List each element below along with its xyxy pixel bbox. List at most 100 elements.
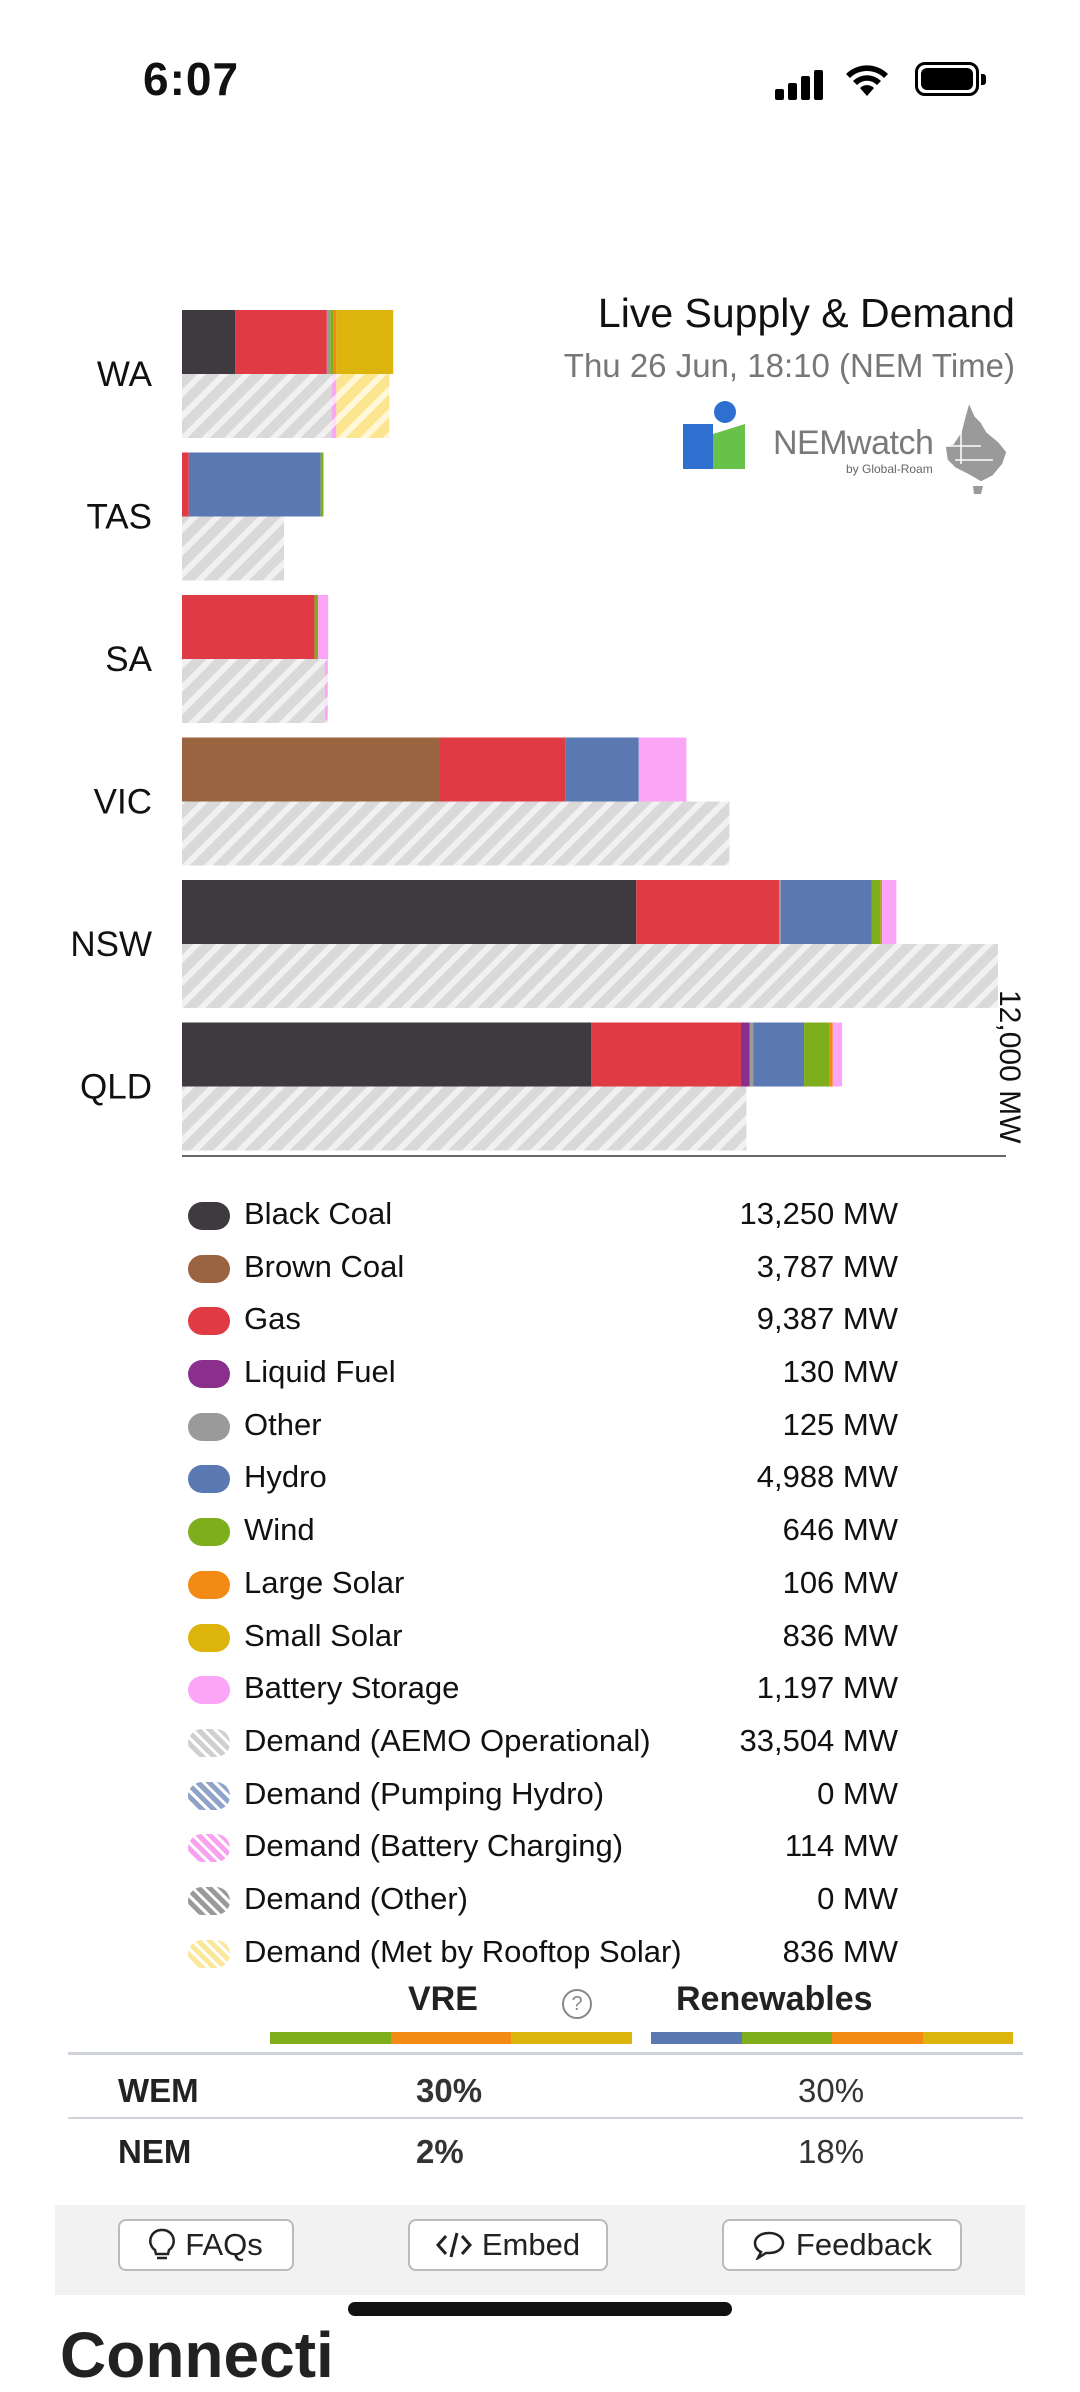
legend-item: Wind 646 MW: [188, 1506, 898, 1559]
help-icon[interactable]: ?: [562, 1989, 592, 2019]
cellular-signal-icon: [775, 70, 823, 100]
legend-value: 4,988 MW: [756, 1459, 898, 1495]
chart-header: Live Supply & Demand Thu 26 Jun, 18:10 (…: [564, 290, 1015, 385]
color-segment: [511, 2032, 633, 2044]
legend-item: Demand (AEMO Operational) 33,504 MW: [188, 1717, 898, 1770]
legend-value: 33,504 MW: [739, 1722, 898, 1758]
legend-label: Other: [244, 1406, 322, 1442]
legend-swatch: [188, 1412, 230, 1441]
legend-label: Demand (Met by Rooftop Solar): [244, 1933, 682, 1969]
legend-swatch: [188, 1834, 230, 1863]
wifi-icon: [846, 65, 888, 96]
color-segment: [390, 2032, 512, 2044]
legend-label: Large Solar: [244, 1564, 405, 1600]
supply-bar-qld-wind: [804, 1022, 830, 1087]
feedback-button[interactable]: Feedback: [722, 2219, 962, 2271]
renewables-value: 30%: [798, 2072, 865, 2109]
battery-icon: [915, 62, 986, 96]
next-section-heading: Connecti: [60, 2319, 334, 2391]
supply-bar-tas-wind: [320, 452, 324, 517]
summary-row-nem: NEM 2% 18%: [68, 2121, 1023, 2181]
demand-bar-sa-battery: [324, 659, 328, 723]
legend-item: Demand (Battery Charging) 114 MW: [188, 1822, 898, 1875]
axis-scale-label: 12,000 MW: [993, 990, 1026, 1144]
supply-bar-vic-brown-coal: [182, 737, 440, 802]
supply-bar-nsw-gas: [636, 880, 780, 944]
legend-item: Other 125 MW: [188, 1401, 898, 1454]
region-label-wa: WA: [97, 355, 153, 394]
legend-swatch: [188, 1939, 230, 1968]
demand-bar-tas-demand-hatch: [182, 516, 284, 581]
legend-value: 13,250 MW: [739, 1196, 898, 1231]
global-roam-mark-icon: [683, 401, 745, 469]
eastern-australia-map-icon: [944, 402, 1008, 494]
demand-bar-nsw-demand-hatch: [182, 944, 998, 1008]
supply-bar-sa-wind: [314, 595, 318, 659]
legend-value: 114 MW: [784, 1828, 898, 1864]
supply-bar-wa-gas: [235, 310, 327, 374]
supply-bar-sa-gas: [182, 595, 315, 659]
supply-demand-chart: WA TAS SA VIC NSW QLD 12,000 MW: [70, 310, 1026, 1157]
legend-label: Demand (Other): [244, 1880, 468, 1916]
demand-bar-vic-demand-hatch: [182, 801, 730, 866]
supply-bar-qld-other: [749, 1022, 754, 1087]
legend-label: Black Coal: [244, 1196, 393, 1231]
home-indicator[interactable]: [348, 2302, 732, 2316]
legend-value: 0 MW: [817, 1775, 898, 1811]
color-segment: [651, 2032, 742, 2044]
legend-value: 0 MW: [817, 1880, 898, 1916]
supply-bar-vic-battery: [638, 737, 687, 802]
row-label: WEM: [118, 2072, 199, 2109]
supply-bar-qld-black-coal: [182, 1022, 592, 1087]
legend-item: Liquid Fuel 130 MW: [188, 1348, 898, 1401]
demand-bar-wa-battery: [331, 374, 337, 438]
supply-bar-tas-gas: [182, 452, 189, 517]
lightbulb-icon: [149, 2228, 176, 2260]
supply-bar-qld-gas: [591, 1022, 741, 1087]
summary-row-wem: WEM 30% 30%: [68, 2060, 1023, 2120]
faqs-button[interactable]: FAQs: [118, 2219, 294, 2271]
legend-label: Demand (Battery Charging): [244, 1828, 624, 1864]
status-bar: 6:07: [0, 0, 1080, 160]
supply-bar-qld-battery: [832, 1022, 843, 1087]
embed-label: Embed: [481, 2227, 581, 2262]
legend-label: Battery Storage: [244, 1670, 460, 1706]
legend-swatch: [188, 1518, 230, 1547]
legend-swatch: [188, 1465, 230, 1494]
vre-header: VRE: [408, 1980, 478, 2018]
legend-swatch: [188, 1254, 230, 1283]
legend-value: 106 MW: [782, 1564, 898, 1600]
supply-bar-nsw-other: [779, 880, 781, 944]
region-label-sa: SA: [105, 640, 152, 679]
legend-value: 3,787 MW: [756, 1248, 898, 1284]
embed-button[interactable]: Embed: [408, 2219, 608, 2271]
code-icon: [435, 2232, 472, 2258]
row-label: NEM: [118, 2133, 192, 2170]
renewables-value: 18%: [798, 2133, 865, 2170]
vre-value: 30%: [416, 2072, 483, 2109]
legend-swatch: [188, 1886, 230, 1915]
color-segment: [270, 2032, 391, 2044]
supply-bar-qld-large-solar: [829, 1022, 833, 1087]
legend-item: Hydro 4,988 MW: [188, 1453, 898, 1506]
renewables-color-bar: [651, 2032, 1013, 2044]
legend-value: 125 MW: [782, 1406, 898, 1442]
supply-bar-vic-hydro: [565, 737, 639, 802]
supply-bar-qld-liquid-fuel: [740, 1022, 750, 1087]
summary-divider: [68, 2117, 1023, 2119]
legend-label: Small Solar: [244, 1617, 403, 1653]
legend-swatch: [188, 1307, 230, 1336]
legend-value: 646 MW: [782, 1512, 898, 1548]
legend-value: 836 MW: [782, 1617, 898, 1653]
supply-bar-wa-small-solar: [336, 310, 394, 374]
renewables-header: Renewables: [676, 1980, 873, 2018]
legend-item: Small Solar 836 MW: [188, 1612, 898, 1665]
legend-label: Brown Coal: [244, 1248, 405, 1284]
summary-divider: [68, 2052, 1023, 2055]
vre-color-bar: [270, 2032, 633, 2044]
supply-bar-wa-black-coal: [182, 310, 236, 374]
color-segment: [741, 2032, 832, 2044]
region-label-nsw: NSW: [70, 925, 152, 964]
nemwatch-logo: NEMwatch by Global-Roam: [683, 400, 1013, 500]
supply-bar-sa-battery: [318, 595, 329, 659]
